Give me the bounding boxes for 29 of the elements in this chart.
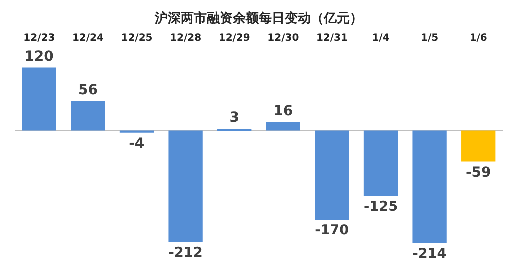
bar <box>266 122 300 131</box>
bar <box>168 130 203 242</box>
data-label: -214 <box>412 246 447 262</box>
x-tick-label: 12/28 <box>170 33 202 44</box>
x-tick-label: 12/29 <box>218 33 250 44</box>
bar <box>462 130 496 162</box>
x-tick-label: 12/23 <box>24 33 56 44</box>
x-tick-label: 1/6 <box>470 33 488 44</box>
data-label: -170 <box>315 222 350 239</box>
x-tick-label: 12/31 <box>316 33 348 44</box>
bar <box>315 130 350 220</box>
data-label: 56 <box>78 82 98 98</box>
data-label: -125 <box>364 199 398 216</box>
x-tick-label: 12/25 <box>121 33 153 44</box>
x-tick-label: 12/30 <box>268 33 300 44</box>
chart-title: 沪深两市融资余额每日变动（亿元） <box>154 10 363 26</box>
bar <box>22 68 56 131</box>
data-label: -59 <box>466 164 492 181</box>
x-tick-label: 12/24 <box>72 33 104 44</box>
data-label: 120 <box>24 48 54 65</box>
x-tick-label: 1/4 <box>372 33 390 44</box>
data-label: -4 <box>129 136 145 152</box>
data-label: 3 <box>230 110 240 126</box>
data-label: 16 <box>274 103 294 120</box>
data-label: -212 <box>168 244 203 261</box>
bar <box>412 130 447 244</box>
bar <box>71 101 106 131</box>
bar <box>364 130 398 196</box>
x-tick-label: 1/5 <box>421 33 439 44</box>
